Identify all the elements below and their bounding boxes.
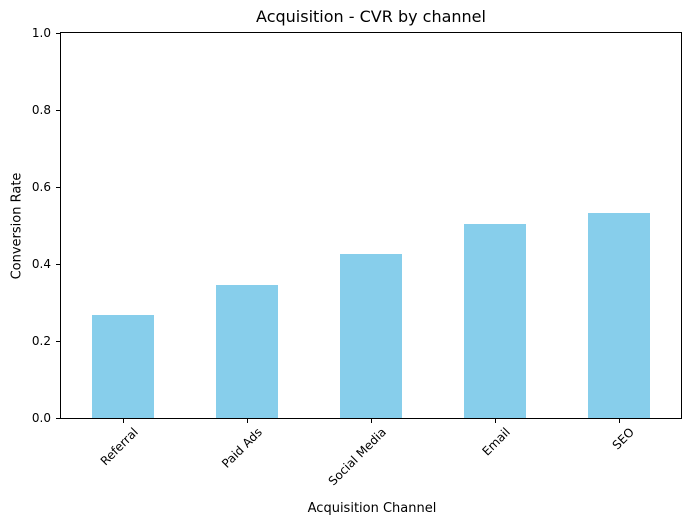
bar-referral	[92, 315, 154, 418]
y-tick-label: 0.2	[31, 334, 51, 348]
bar-seo	[588, 212, 650, 418]
y-tick-label: 0.0	[31, 411, 51, 425]
x-tick-label-paid-ads: Paid Ads	[219, 425, 265, 471]
y-tick-label: 0.6	[31, 180, 51, 194]
y-tick-mark	[56, 33, 60, 34]
x-tick-mark	[123, 419, 124, 423]
plot-area: 0.0 0.2 0.4 0.6 0.8 1.0 Referral Paid Ads Social…	[32, 26, 682, 488]
x-axis-label: Acquisition Channel	[307, 501, 437, 516]
y-tick-mark	[56, 341, 60, 342]
y-tick-label: 0.4	[31, 257, 51, 271]
y-tick-mark	[56, 110, 60, 111]
bar-paid-ads	[216, 285, 278, 418]
x-tick-mark	[371, 419, 372, 423]
x-tick-label-seo: SEO	[609, 425, 637, 453]
x-tick-mark	[247, 419, 248, 423]
x-tick-label-email: Email	[479, 425, 513, 459]
y-tick-mark	[56, 187, 60, 188]
y-tick-label: 1.0	[31, 26, 51, 40]
y-tick-mark	[56, 418, 60, 419]
chart-title: Acquisition - CVR by channel	[256, 7, 486, 26]
x-tick-mark	[495, 419, 496, 423]
x-tick-mark	[619, 419, 620, 423]
bar-social-media	[340, 254, 402, 418]
x-tick-label-social-media: Social Media	[325, 425, 389, 489]
y-tick-label: 0.8	[31, 103, 51, 117]
x-tick-label-referral: Referral	[97, 425, 141, 469]
y-tick-mark	[56, 264, 60, 265]
bar-email	[464, 223, 526, 418]
